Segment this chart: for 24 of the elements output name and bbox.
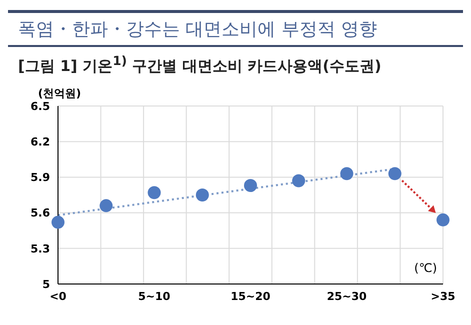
- x-tick-label: 25~30: [326, 290, 368, 303]
- chart-subtitle: [그림 1] 기온$^{1)}$ 구간별 대면소비 카드사용액(수도권): [17, 52, 382, 77]
- x-axis-title: (℃): [414, 261, 437, 275]
- y-tick-label: 5.6: [30, 206, 50, 220]
- point: [292, 174, 306, 188]
- point: [436, 213, 450, 226]
- point: [388, 167, 402, 180]
- chart-title: 폭염・한파・강수는 대면소비에 부정적 영향: [8, 10, 463, 47]
- point: [52, 216, 64, 229]
- x-tick-label: <0: [50, 290, 67, 303]
- point: [244, 179, 257, 192]
- point: [148, 186, 161, 200]
- x-tick-label: 5~10: [138, 290, 171, 303]
- x-tick-label: >35: [430, 290, 456, 303]
- point: [100, 199, 113, 212]
- y-axis-title: (천억원): [38, 86, 82, 101]
- y-tick-label: 6.2: [30, 136, 50, 149]
- y-tick-label: 5.3: [30, 242, 50, 256]
- y-tick-label: 5.9: [30, 171, 50, 184]
- point: [196, 188, 209, 202]
- x-tick-label: 15~20: [230, 290, 271, 303]
- point: [340, 167, 354, 180]
- y-tick-label: 6.5: [30, 100, 50, 113]
- y-tick-label: 5: [42, 278, 50, 291]
